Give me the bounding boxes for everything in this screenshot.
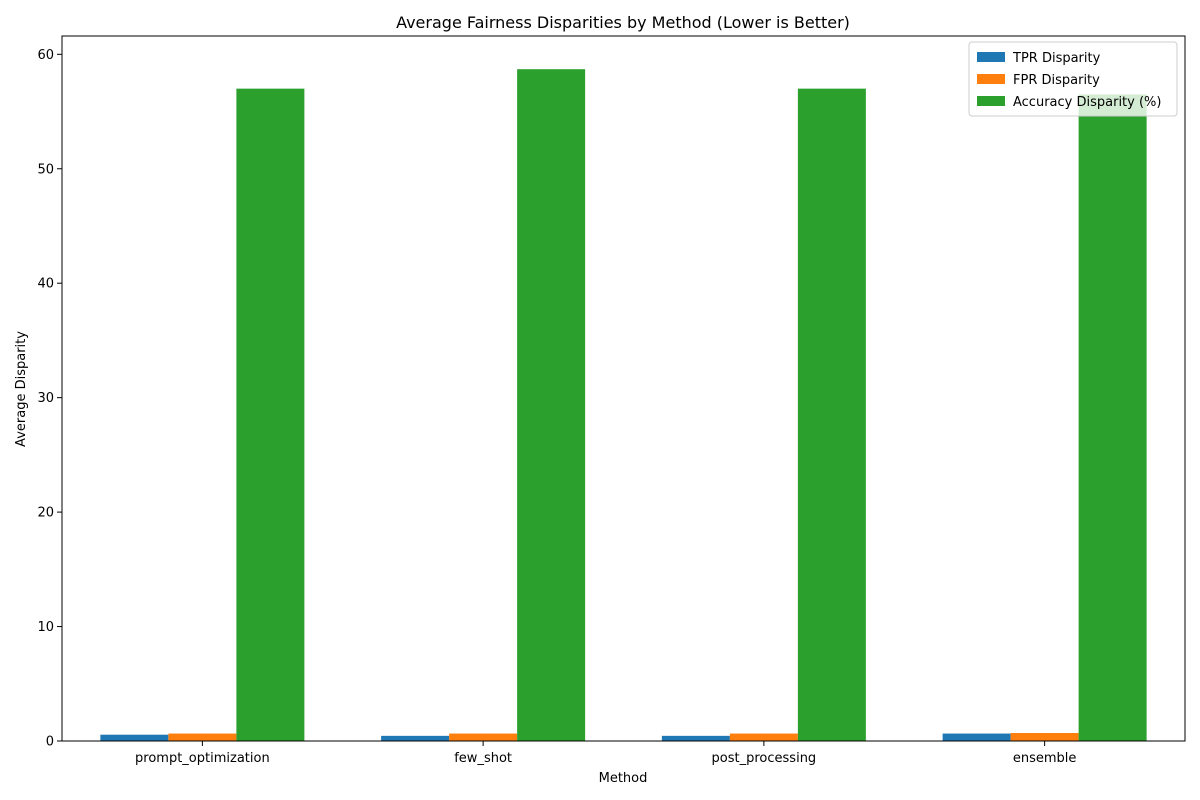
bar-accuracy-disparity-few-shot [517, 69, 586, 741]
x-tick-label: post_processing [712, 751, 817, 766]
bar-fpr-disparity-prompt-optimization [168, 733, 237, 741]
axes: prompt_optimization few_shot post_processi… [37, 35, 1186, 766]
x-tick-label: few_shot [454, 751, 512, 766]
chart-title: Average Fairness Disparities by Method (… [396, 13, 850, 32]
y-tick-label: 10 [37, 620, 54, 635]
y-tick-label: 0 [46, 735, 54, 750]
y-tick-label: 20 [37, 506, 54, 521]
x-axis-label: Method [599, 771, 648, 786]
x-tick-label: ensemble [1013, 751, 1077, 766]
y-tick-label: 60 [37, 48, 54, 63]
bar-fpr-disparity-post-processing [729, 733, 798, 741]
bar-fpr-disparity-ensemble [1010, 732, 1079, 741]
legend-swatch-accuracy-disparity [977, 96, 1005, 106]
bar-accuracy-disparity-prompt-optimization [236, 88, 305, 741]
legend-box [968, 41, 1178, 117]
x-tick-label: prompt_optimization [135, 751, 270, 766]
bar-accuracy-disparity-post-processing [797, 88, 866, 741]
plot-frame [61, 35, 1186, 742]
legend-label-tpr-disparity: TPR Disparity [1012, 51, 1101, 66]
y-tick-label: 40 [37, 277, 54, 292]
y-tick-label: 30 [37, 391, 54, 406]
bar-fpr-disparity-few-shot [449, 733, 518, 741]
bar-tpr-disparity-post-processing [661, 735, 730, 741]
legend-swatch-fpr-disparity [977, 74, 1005, 84]
y-axis-label: Average Disparity [14, 331, 29, 447]
legend-label-fpr-disparity: FPR Disparity [1013, 73, 1100, 88]
bar-accuracy-disparity-ensemble [1078, 94, 1147, 741]
bar-tpr-disparity-ensemble [942, 733, 1011, 741]
legend-swatch-tpr-disparity [977, 52, 1005, 62]
y-tick-label: 50 [37, 162, 54, 177]
bar-tpr-disparity-prompt-optimization [100, 734, 169, 741]
bar-tpr-disparity-few-shot [381, 735, 450, 741]
plot-area [100, 69, 1147, 741]
legend-label-accuracy-disparity: Accuracy Disparity (%) [1013, 95, 1161, 110]
legend: TPR Disparity FPR Disparity Accuracy Dispa… [968, 41, 1178, 117]
